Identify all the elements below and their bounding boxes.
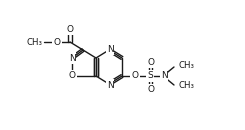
Text: O: O — [69, 72, 75, 80]
Text: S: S — [147, 72, 153, 80]
Text: N: N — [107, 80, 113, 89]
Text: O: O — [53, 37, 61, 47]
Text: N: N — [161, 72, 167, 80]
Text: O: O — [147, 57, 155, 67]
Text: O: O — [66, 24, 74, 34]
Text: CH₃: CH₃ — [178, 61, 194, 70]
Text: CH₃: CH₃ — [26, 37, 42, 47]
Text: N: N — [107, 44, 113, 54]
Text: CH₃: CH₃ — [178, 82, 194, 90]
Text: N: N — [69, 54, 75, 63]
Text: O: O — [147, 86, 155, 95]
Text: O: O — [132, 72, 138, 80]
